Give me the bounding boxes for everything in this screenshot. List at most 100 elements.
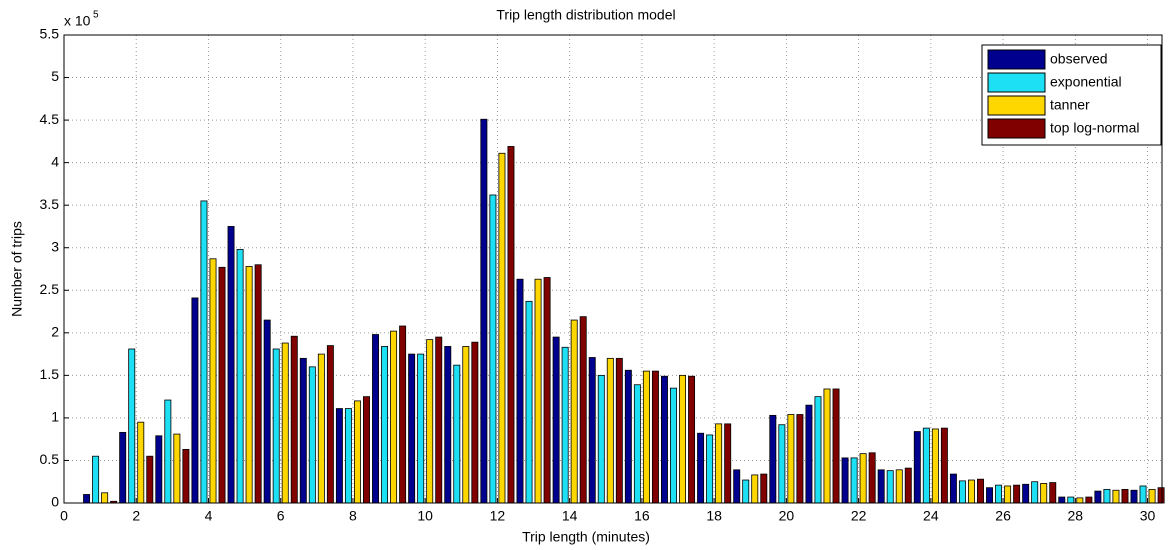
y-tick-label: 0	[51, 494, 59, 510]
axes-box	[63, 34, 1163, 504]
x-tick-label: 26	[995, 508, 1011, 524]
bar	[236, 249, 244, 504]
bar	[570, 319, 578, 504]
y-axis-label: Number of trips	[9, 221, 25, 317]
bar	[417, 353, 425, 504]
bar	[787, 414, 795, 504]
x-tick-label: 4	[205, 508, 213, 524]
bar	[390, 330, 398, 504]
bar	[173, 433, 181, 504]
bar	[724, 423, 732, 504]
legend-swatch	[987, 72, 1046, 93]
bar	[245, 266, 253, 504]
bar	[525, 300, 533, 504]
x-tick-label: 8	[349, 508, 357, 524]
x-tick-label: 12	[490, 508, 506, 524]
bar	[1130, 489, 1138, 504]
bar	[624, 369, 632, 504]
y-tick-label: 1	[51, 409, 59, 425]
bar	[868, 452, 876, 504]
bar	[1112, 489, 1120, 504]
bar	[453, 364, 461, 504]
bar	[823, 388, 831, 504]
bar	[597, 374, 605, 504]
x-tick-label: 24	[923, 508, 939, 524]
x-tick-label: 20	[779, 508, 795, 524]
bar	[381, 346, 389, 504]
bar	[715, 423, 723, 504]
bar	[444, 346, 452, 504]
x-tick-label: 22	[851, 508, 867, 524]
y-tick-label: 1.5	[40, 366, 60, 382]
bar	[995, 484, 1003, 504]
bar	[1013, 484, 1021, 504]
legend-label: top log-normal	[1050, 120, 1140, 136]
legend-swatch	[987, 95, 1046, 116]
bar	[263, 319, 271, 504]
x-tick-label: 2	[132, 508, 140, 524]
bar	[1004, 485, 1012, 504]
bar	[977, 478, 984, 504]
y-tick-label: 4.5	[40, 111, 60, 127]
bar	[471, 341, 479, 504]
bar	[1103, 488, 1111, 504]
y-tick-label: 2	[51, 324, 59, 340]
bar	[399, 325, 407, 504]
chart-title: Trip length distribution model	[496, 7, 675, 23]
bar	[886, 470, 894, 504]
bar	[895, 469, 903, 504]
bar	[146, 455, 154, 504]
legend-label: tanner	[1050, 97, 1090, 113]
bar	[281, 342, 289, 504]
x-tick-label: 16	[634, 508, 650, 524]
y-tick-label: 4	[51, 153, 59, 169]
bar	[1157, 487, 1165, 504]
bar	[1094, 490, 1102, 504]
y-tick-label: 0.5	[40, 451, 60, 467]
bar	[218, 266, 226, 504]
bar	[290, 335, 298, 504]
bar	[588, 357, 596, 504]
bar	[534, 278, 542, 504]
bar	[949, 473, 957, 504]
bar	[1058, 496, 1066, 504]
bar	[317, 353, 325, 504]
bar	[760, 473, 768, 504]
bar	[904, 467, 912, 504]
legend-label: exponential	[1050, 74, 1122, 90]
y-tick-label: 3.5	[40, 196, 60, 212]
bar	[308, 366, 316, 504]
bar	[778, 424, 786, 504]
bar	[200, 200, 208, 504]
bar	[164, 399, 172, 504]
bar	[769, 414, 777, 504]
y-tick-label: 3	[51, 238, 59, 254]
bar	[182, 448, 190, 504]
bar	[940, 427, 948, 504]
x-tick-label: 10	[417, 508, 433, 524]
x-tick-label: 14	[562, 508, 578, 524]
bar	[579, 316, 587, 504]
bar	[796, 414, 804, 504]
y-tick-label: 2.5	[40, 281, 60, 297]
bar	[688, 375, 696, 504]
legend-swatch	[987, 49, 1046, 70]
bar	[1067, 496, 1075, 504]
bar	[209, 258, 217, 504]
bar	[733, 469, 741, 504]
bar	[1139, 485, 1147, 504]
x-tick-label: 6	[277, 508, 285, 524]
x-tick-label: 18	[706, 508, 722, 524]
bar	[968, 479, 975, 504]
bar	[859, 453, 867, 504]
bar	[363, 396, 370, 504]
bar	[1148, 488, 1156, 504]
bar	[543, 277, 551, 504]
bar	[83, 494, 91, 504]
y-tick-label: 5	[51, 68, 59, 84]
x-tick-label: 28	[1068, 508, 1084, 524]
legend-label: observed	[1050, 51, 1108, 67]
bar	[1040, 483, 1048, 504]
bar	[128, 348, 136, 504]
bar	[877, 469, 885, 504]
